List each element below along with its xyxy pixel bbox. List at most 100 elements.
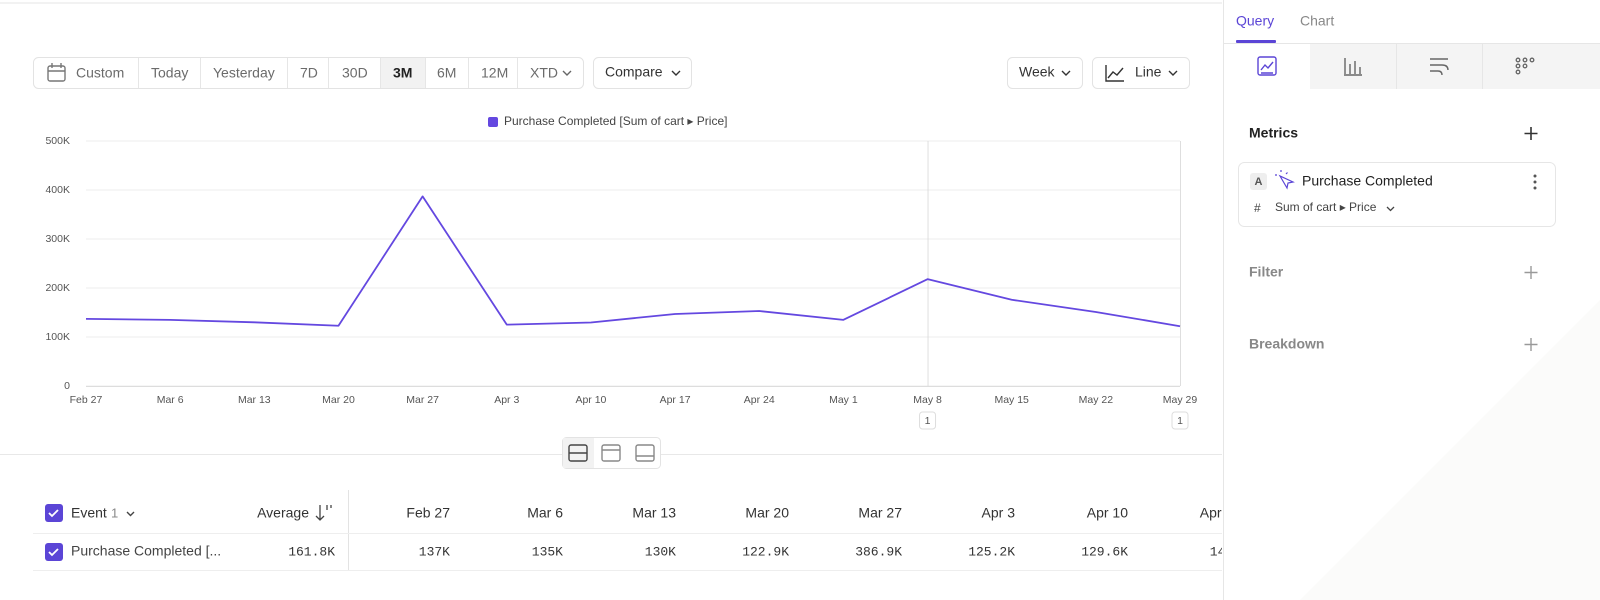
range-button[interactable]: 30D bbox=[342, 65, 368, 81]
value-cell: 129.6K bbox=[1081, 544, 1128, 559]
check bbox=[48, 548, 59, 557]
metric-card[interactable] bbox=[1238, 162, 1556, 227]
view-toggle[interactable] bbox=[562, 437, 661, 469]
x-tick-label: Apr 3 bbox=[494, 394, 519, 406]
range-group bbox=[33, 57, 584, 89]
add-metric[interactable] bbox=[1524, 127, 1538, 140]
range-button[interactable]: Custom bbox=[76, 65, 124, 81]
column-header: Mar 20 bbox=[745, 505, 789, 521]
toolbar: Compare Week Line Custom Today Yesterday 7D… bbox=[33, 57, 1190, 89]
chevron bbox=[1168, 70, 1178, 76]
metric-name: Purchase Completed bbox=[1302, 173, 1433, 189]
range-button[interactable]: 3M bbox=[393, 65, 412, 81]
x-tick-label: Mar 6 bbox=[157, 394, 184, 406]
x-tick-label: Mar 27 bbox=[406, 394, 439, 406]
filter-title: Filter bbox=[1249, 264, 1284, 280]
line-icon bbox=[1105, 65, 1124, 82]
viz-tab-bar[interactable] bbox=[1344, 58, 1362, 76]
column-header: Mar 27 bbox=[858, 505, 902, 521]
compare-button[interactable] bbox=[593, 57, 692, 89]
check bbox=[48, 509, 59, 518]
annotation-label[interactable]: 1 bbox=[925, 415, 931, 427]
range-button[interactable]: Yesterday bbox=[213, 65, 275, 81]
column-header: Mar 13 bbox=[632, 505, 676, 521]
y-tick-label: 0 bbox=[64, 380, 70, 392]
series-line bbox=[85, 195, 1181, 328]
metric-letter: A bbox=[1255, 176, 1263, 188]
value-cell: 135K bbox=[532, 544, 563, 559]
value-cell: 122.9K bbox=[742, 544, 789, 559]
tab[interactable]: Chart bbox=[1300, 13, 1334, 29]
y-tick-label: 300K bbox=[45, 233, 70, 245]
y-tick-label: 500K bbox=[45, 135, 70, 147]
column-header: Feb 27 bbox=[406, 505, 450, 521]
chevron bbox=[1061, 70, 1071, 76]
x-tick-label: Mar 13 bbox=[238, 394, 271, 406]
event-name: Purchase Completed [... bbox=[71, 543, 221, 559]
y-tick-label: 100K bbox=[45, 331, 70, 343]
chart: 0 100K 200K 300K 400K 500K Feb 27 Mar 6 Mar 13 Ma… bbox=[45, 114, 1197, 430]
table: Event 1 Average Feb 27 Mar 6 Mar 13 Mar 20 M… bbox=[33, 490, 1241, 571]
x-tick-label: Apr 10 bbox=[575, 394, 606, 406]
x-tick-label: Feb 27 bbox=[70, 394, 103, 406]
event-count: 1 bbox=[111, 505, 118, 520]
more-menu[interactable] bbox=[1533, 174, 1537, 190]
measure-label[interactable]: Sum of cart ▸ Price bbox=[1275, 200, 1377, 214]
add-filter[interactable] bbox=[1524, 266, 1538, 279]
tab[interactable]: Query bbox=[1236, 13, 1274, 29]
metrics-title: Metrics bbox=[1249, 125, 1298, 141]
chart-kind-label[interactable]: Line bbox=[1135, 64, 1162, 80]
event-icon bbox=[1275, 170, 1295, 190]
value-cell: 125.2K bbox=[968, 544, 1015, 559]
column-header: Apr 3 bbox=[982, 505, 1016, 521]
x-tick-label: May 15 bbox=[994, 394, 1029, 406]
legend-swatch[interactable] bbox=[488, 117, 498, 127]
tab-underline bbox=[1236, 40, 1276, 43]
column-header: Apr 10 bbox=[1087, 505, 1128, 521]
panel-shade bbox=[1300, 300, 1600, 600]
interval-label[interactable]: Week bbox=[1019, 64, 1056, 80]
range-button[interactable]: 6M bbox=[437, 65, 456, 81]
x-tick-label: Apr 17 bbox=[660, 394, 691, 406]
add-breakdown[interactable] bbox=[1524, 338, 1538, 351]
range-button[interactable]: Today bbox=[151, 65, 188, 81]
range-button[interactable]: 7D bbox=[300, 65, 318, 81]
annotation-badge[interactable] bbox=[1171, 411, 1189, 430]
compare-label[interactable]: Compare bbox=[605, 64, 663, 80]
annotation-label[interactable]: 1 bbox=[1177, 415, 1183, 427]
chevron[interactable] bbox=[126, 511, 135, 517]
x-tick-label: Apr 24 bbox=[744, 394, 775, 406]
y-tick-label: 200K bbox=[45, 282, 70, 294]
value-cell: 130K bbox=[645, 544, 676, 559]
viz-tabs-bg bbox=[1310, 44, 1600, 89]
range-button[interactable]: 12M bbox=[481, 65, 508, 81]
event-header: Event bbox=[71, 505, 107, 521]
value-cell: 137K bbox=[419, 544, 450, 559]
viz-tab-funnel[interactable] bbox=[1430, 58, 1449, 76]
legend-label[interactable]: Purchase Completed [Sum of cart ▸ Price] bbox=[504, 114, 727, 128]
x-tick-label: May 1 bbox=[829, 394, 858, 406]
y-tick-label: 400K bbox=[45, 184, 70, 196]
metric-letter-bg bbox=[1250, 173, 1267, 190]
range-button[interactable]: XTD bbox=[530, 65, 558, 81]
chevron[interactable] bbox=[1386, 206, 1395, 212]
viz-tab-grid[interactable] bbox=[1515, 57, 1535, 75]
breakdown-title: Breakdown bbox=[1249, 336, 1324, 352]
viz-tab-line[interactable] bbox=[1257, 56, 1277, 76]
x-tick-label: Mar 20 bbox=[322, 394, 355, 406]
x-tick-label: May 8 bbox=[913, 394, 942, 406]
sort-icon[interactable] bbox=[315, 505, 332, 521]
average-header[interactable]: Average bbox=[257, 505, 309, 521]
interval-button[interactable] bbox=[1007, 57, 1083, 89]
column-header: Apr 17 bbox=[1200, 505, 1241, 521]
chevron bbox=[671, 70, 681, 76]
measure-hash: # bbox=[1254, 201, 1261, 215]
chevron bbox=[562, 70, 572, 76]
calendar-icon bbox=[47, 63, 66, 82]
range-selected-bg bbox=[380, 58, 426, 88]
annotation-badge[interactable] bbox=[919, 411, 937, 430]
average-cell: 161.8K bbox=[288, 544, 335, 559]
side-panel: Query Chart Metrics A Purchase Completed… bbox=[1223, 0, 1600, 600]
